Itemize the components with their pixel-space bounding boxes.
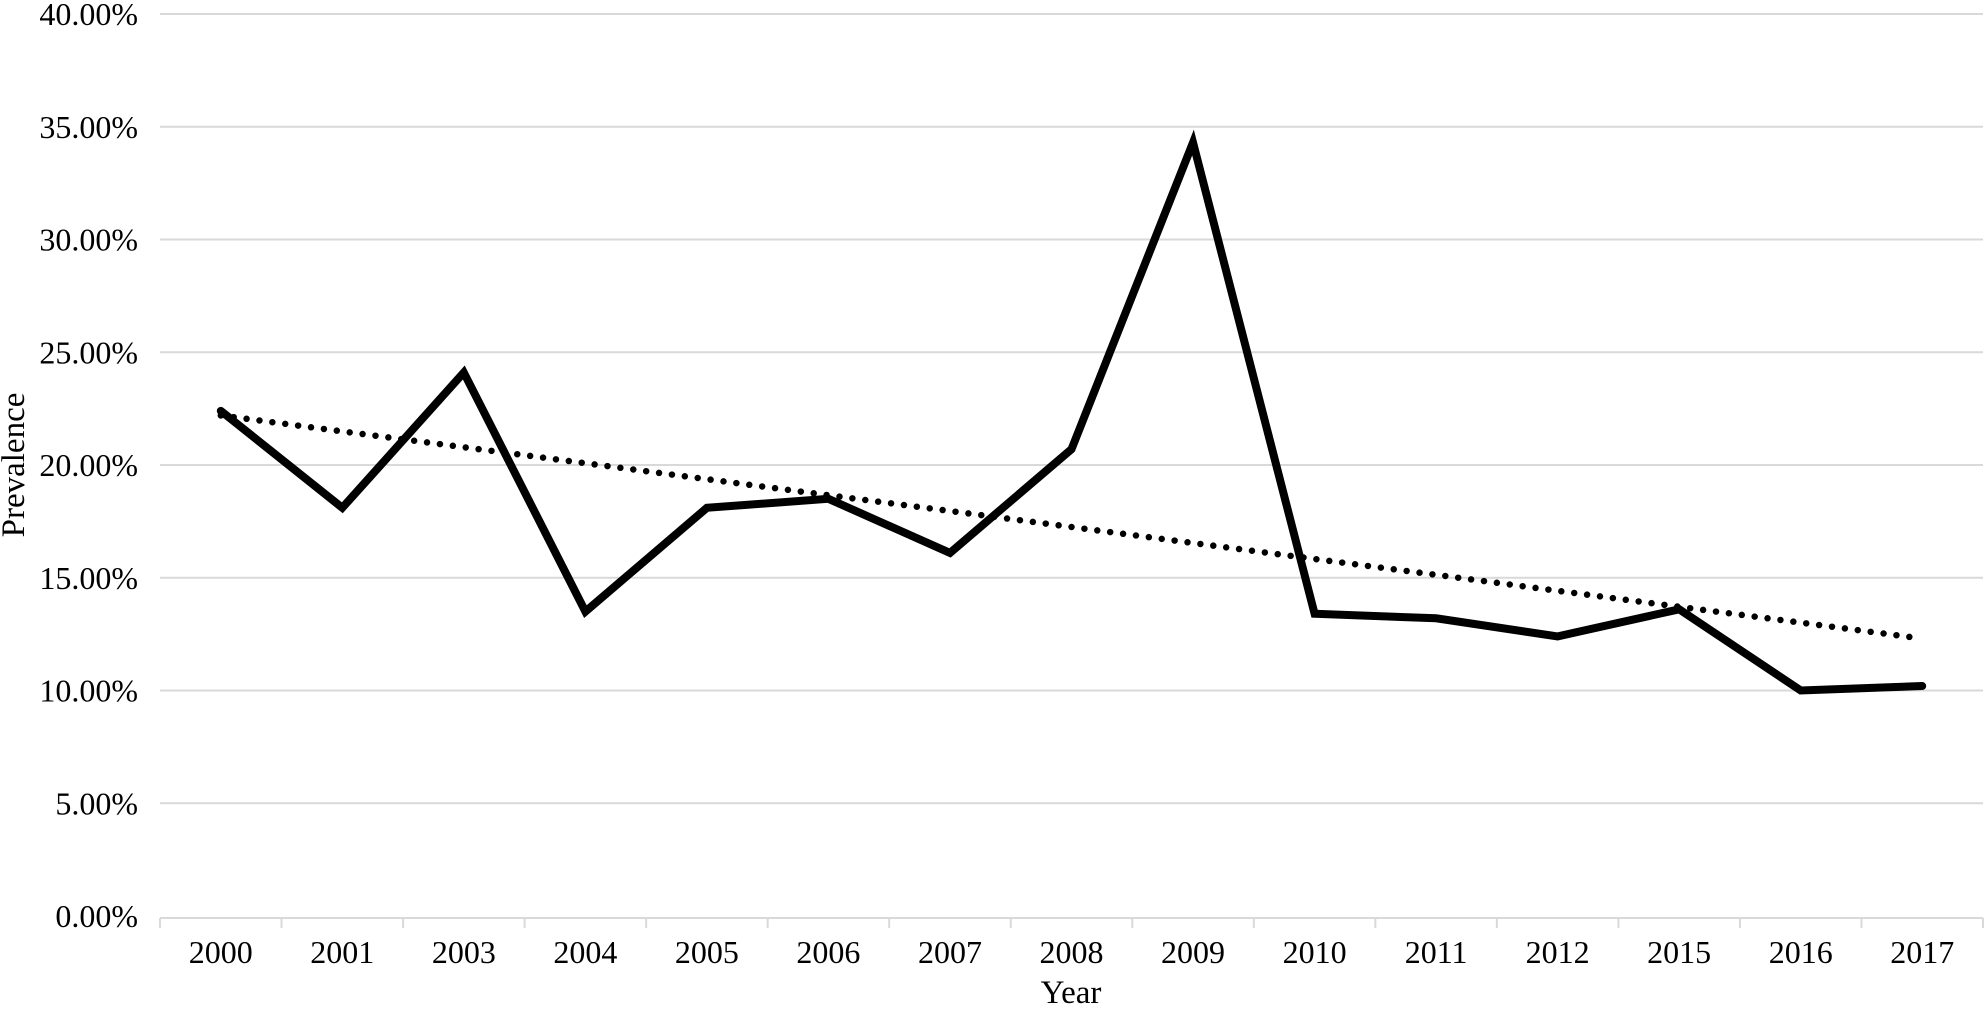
y-tick-label: 30.00% bbox=[39, 222, 138, 258]
x-tick-label: 2016 bbox=[1769, 934, 1833, 970]
x-tick-label: 2011 bbox=[1405, 934, 1468, 970]
x-tick-label: 2015 bbox=[1647, 934, 1711, 970]
x-tick-label: 2000 bbox=[189, 934, 253, 970]
x-axis-tick-labels: 2000 2001 2003 2004 2005 2006 2007 2008 2009 2010… bbox=[189, 934, 1954, 970]
y-tick-label: 5.00% bbox=[55, 785, 138, 821]
x-tick-label: 2007 bbox=[918, 934, 982, 970]
series-lines bbox=[216, 129, 1927, 695]
x-tick-label: 2004 bbox=[553, 934, 617, 970]
x-tick-label: 2009 bbox=[1161, 934, 1225, 970]
gridlines bbox=[160, 13, 1983, 805]
y-axis-title: Prevalence bbox=[0, 393, 32, 538]
x-axis-title: Year bbox=[1041, 975, 1102, 1011]
x-tick-label: 2001 bbox=[310, 934, 374, 970]
prevalence-line bbox=[216, 129, 1927, 695]
y-tick-label: 15.00% bbox=[39, 560, 138, 596]
y-tick-label: 10.00% bbox=[39, 673, 138, 709]
x-tick-label: 2003 bbox=[432, 934, 496, 970]
trendline-dotted bbox=[217, 412, 1926, 642]
x-tick-label: 2008 bbox=[1040, 934, 1104, 970]
x-tick-label: 2010 bbox=[1283, 934, 1347, 970]
x-tick-label: 2012 bbox=[1526, 934, 1590, 970]
x-tick-label: 2006 bbox=[796, 934, 860, 970]
y-tick-label: 0.00% bbox=[55, 898, 138, 934]
x-tick-label: 2017 bbox=[1890, 934, 1954, 970]
y-tick-label: 35.00% bbox=[39, 109, 138, 145]
x-tick-label: 2005 bbox=[675, 934, 739, 970]
x-axis-line bbox=[159, 917, 1984, 928]
y-tick-label: 25.00% bbox=[39, 334, 138, 370]
y-tick-label: 40.00% bbox=[39, 0, 138, 32]
y-axis-tick-labels: 0.00% 5.00% 10.00% 15.00% 20.00% 25.00% 30.00%… bbox=[39, 0, 138, 934]
y-tick-label: 20.00% bbox=[39, 447, 138, 483]
